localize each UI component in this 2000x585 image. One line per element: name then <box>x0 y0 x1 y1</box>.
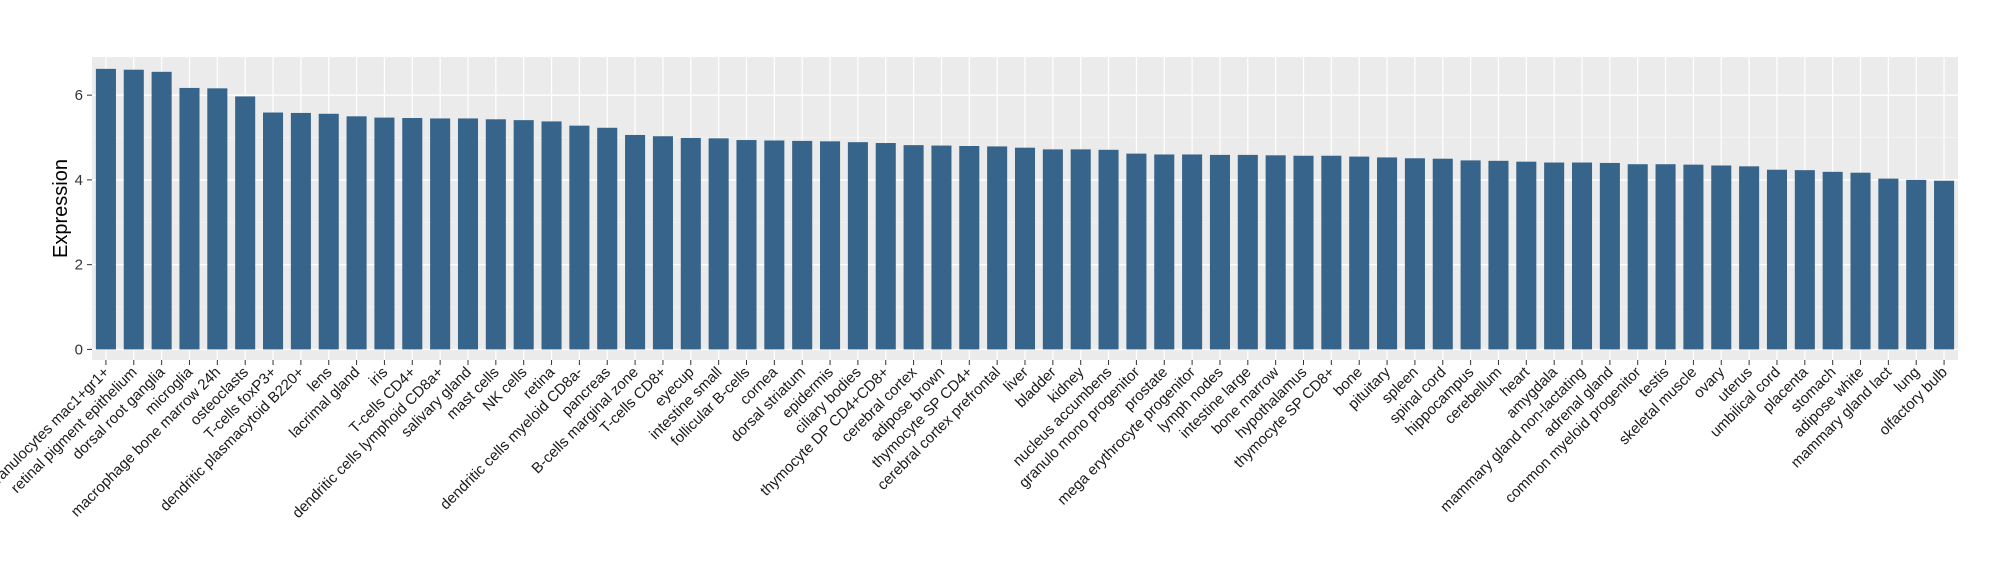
bar <box>1934 180 1955 350</box>
y-tick-label: 0 <box>75 341 83 358</box>
bar <box>430 118 451 350</box>
bars <box>95 68 1955 350</box>
bar <box>1906 179 1927 350</box>
bar <box>1377 157 1398 350</box>
bar <box>569 125 590 350</box>
bar <box>1404 158 1425 350</box>
bar <box>903 145 924 350</box>
bar <box>207 88 228 350</box>
bar <box>1265 155 1286 350</box>
bar <box>792 140 813 350</box>
bar <box>625 134 646 350</box>
bar <box>1655 164 1676 350</box>
bar <box>1850 172 1871 350</box>
bar <box>1571 162 1593 350</box>
bar <box>847 142 868 350</box>
bar <box>764 140 785 350</box>
bar <box>987 146 1008 350</box>
bar <box>374 117 395 350</box>
bar <box>1488 160 1509 350</box>
bar <box>123 69 144 350</box>
bar <box>1209 154 1230 350</box>
bar <box>736 140 757 350</box>
bar <box>597 127 618 350</box>
bar <box>1683 164 1704 350</box>
bar <box>1182 154 1203 350</box>
bar <box>708 138 729 350</box>
bar <box>1321 155 1342 350</box>
bar <box>263 112 284 350</box>
bar <box>680 137 701 350</box>
bar <box>1627 164 1648 350</box>
bar <box>1460 160 1481 350</box>
bar <box>959 145 980 350</box>
bar <box>318 113 339 350</box>
bar <box>151 71 172 350</box>
bar <box>1766 169 1787 350</box>
bar <box>346 116 367 350</box>
y-axis-title: Expression <box>50 159 72 258</box>
bar <box>1126 153 1147 350</box>
bar <box>179 87 200 350</box>
bar <box>290 112 311 350</box>
bar <box>1042 149 1063 350</box>
bar <box>875 143 896 350</box>
bar <box>1070 149 1091 350</box>
bar <box>931 145 952 350</box>
bar <box>1711 165 1732 350</box>
bar <box>1878 178 1899 350</box>
y-axis: 0 2 4 6 <box>75 87 92 358</box>
bar <box>457 118 479 350</box>
bar <box>1822 171 1843 350</box>
bar <box>1794 170 1815 350</box>
bar <box>485 119 506 350</box>
bar <box>1098 149 1119 350</box>
bar <box>1739 166 1760 350</box>
y-tick-label: 2 <box>75 257 83 274</box>
y-tick-label: 4 <box>75 172 83 189</box>
x-axis: granulocytes mac1+gr1+retinal pigment ep… <box>0 360 1951 522</box>
bar <box>95 68 116 350</box>
bar <box>1544 162 1565 350</box>
bar <box>1014 147 1036 350</box>
bar <box>1154 154 1175 350</box>
bar <box>513 120 534 350</box>
bar <box>820 141 841 350</box>
bar <box>1237 154 1258 350</box>
bar <box>1293 155 1314 350</box>
bar <box>1432 158 1453 350</box>
bar <box>1349 156 1370 350</box>
bar <box>235 96 256 350</box>
y-tick-label: 6 <box>75 87 83 104</box>
bar <box>541 121 562 350</box>
bar <box>1599 162 1620 350</box>
bar <box>1516 161 1537 350</box>
bar <box>652 136 673 350</box>
bar <box>402 118 423 350</box>
